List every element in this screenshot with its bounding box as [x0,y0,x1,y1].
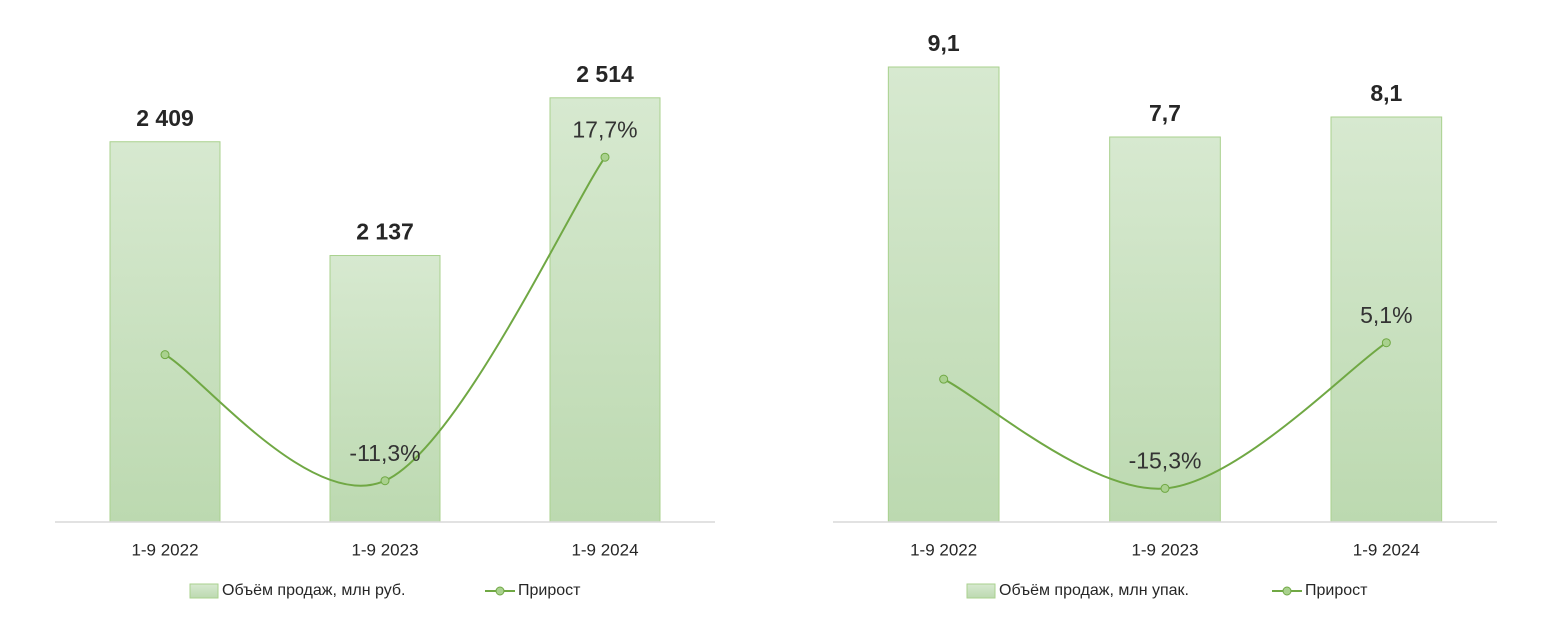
x-tick-label: 1-9 2023 [1131,540,1198,559]
bar [887,66,1000,523]
chart: 1-9 2022 1-9 2023 1-9 2024 2 409 2 137 2 514 -… [55,61,715,599]
legend-swatch-marker [495,586,505,596]
line-marker [1381,338,1391,348]
legend-swatch [189,583,219,599]
bar-value-label: 8,1 [1370,80,1402,106]
x-tick-label: 1-9 2024 [1353,540,1420,559]
bar-value-label: 2 137 [356,219,414,245]
bar-value-label: 2 514 [576,61,634,87]
line-marker [160,350,170,360]
legend-swatch [966,583,996,599]
line-value-label: -15,3% [1129,448,1202,474]
bar [109,141,221,523]
line-marker [380,476,390,486]
bar [1330,116,1443,523]
x-tick-label: 1-9 2024 [571,540,638,559]
growth-line [164,156,606,487]
legend-label: Прирост [518,582,581,599]
chart: 1-9 2022 1-9 2023 1-9 2024 9,1 7,7 8,1 -15,3% 5… [833,30,1497,599]
bar-value-label: 7,7 [1149,100,1181,126]
legend-swatch-marker [1282,586,1292,596]
x-tick-label: 1-9 2022 [910,540,977,559]
line-value-label: 5,1% [1360,302,1412,328]
bar [1109,136,1221,523]
line-value-label: -11,3% [349,440,420,466]
line-value-label: 17,7% [572,116,637,142]
bar-value-label: 2 409 [136,105,194,131]
bar [549,97,661,523]
line-marker [1160,483,1170,493]
legend-label: Прирост [1305,582,1368,599]
x-tick-label: 1-9 2023 [351,540,418,559]
x-tick-label: 1-9 2022 [131,540,198,559]
line-marker [939,374,949,384]
line-marker [600,152,610,162]
legend-label: Объём продаж, млн упак. [999,582,1189,599]
legend-label: Объём продаж, млн руб. [222,582,405,599]
bar-value-label: 9,1 [928,30,960,56]
